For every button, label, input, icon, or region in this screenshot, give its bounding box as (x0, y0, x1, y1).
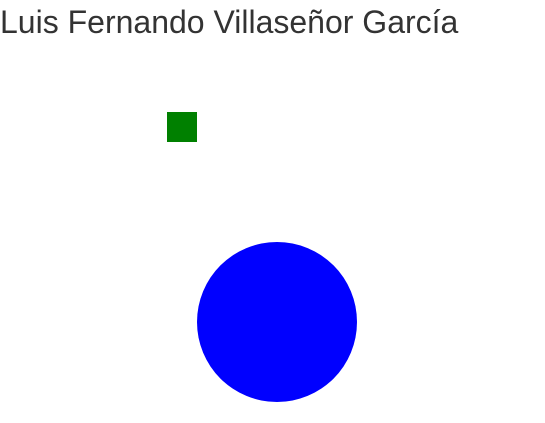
page-title: Luis Fernando Villaseñor García (0, 4, 459, 40)
blue-circle (197, 242, 357, 402)
green-square (167, 112, 197, 142)
